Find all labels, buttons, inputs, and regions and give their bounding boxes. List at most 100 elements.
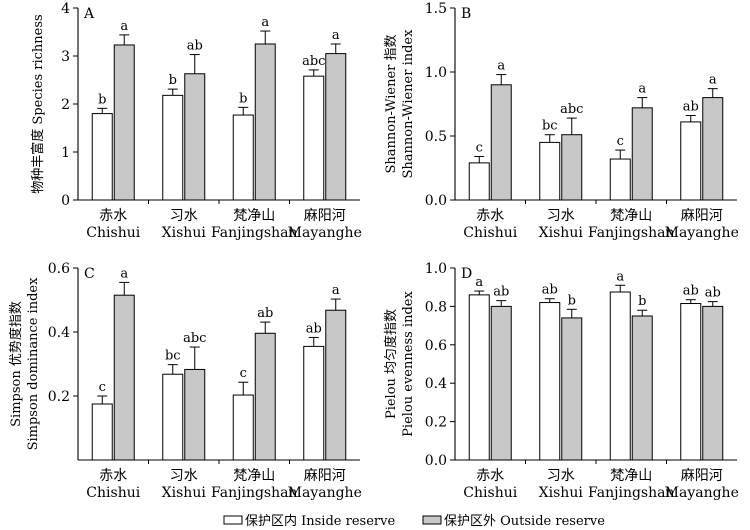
y-tick-label: 1.0 xyxy=(425,65,447,81)
x-category-label-en: Chishui xyxy=(463,485,517,501)
bar-inside-reserve xyxy=(609,291,631,461)
significance-label: b xyxy=(98,92,106,107)
y-tick-label: 3 xyxy=(61,49,70,65)
bar-inside-reserve xyxy=(680,121,702,201)
significance-label: ab xyxy=(542,283,558,298)
panel-letter: A xyxy=(83,6,95,22)
legend-label-outside: 保护区外 Outside reserve xyxy=(444,514,605,529)
significance-label: b xyxy=(239,91,247,106)
bar-inside-reserve xyxy=(609,158,631,201)
chart-panel-c: 0.2 0.4 0.6 C Simpson 优势度指数 Simpson dominance… xyxy=(8,261,362,501)
significance-label: a xyxy=(120,266,128,281)
x-category-label-en: Xishui xyxy=(539,485,584,501)
significance-label: ab xyxy=(493,285,509,300)
bar-inside-reserve xyxy=(91,403,113,461)
bar-inside-reserve xyxy=(162,94,184,201)
panel-letter: B xyxy=(461,6,471,22)
bar-inside-reserve xyxy=(539,302,561,461)
bar-outside-reserve xyxy=(561,134,583,201)
bar-inside-reserve xyxy=(303,75,325,201)
y-tick-label: 0.0 xyxy=(425,193,447,209)
bar-inside-reserve xyxy=(468,162,490,201)
y-tick-label: 0 xyxy=(61,193,70,209)
significance-label: a xyxy=(332,283,340,298)
panel-letter: D xyxy=(461,266,472,282)
x-category-label-cn: 梵净山 xyxy=(233,468,275,484)
y-axis-label: 物种丰富度 Species richness xyxy=(30,14,46,193)
y-tick-label: 0.5 xyxy=(425,129,447,145)
y-axis-label-en: Simpson dominance index xyxy=(26,277,41,450)
bar-outside-reserve xyxy=(113,294,135,461)
bar-inside-reserve xyxy=(232,394,254,461)
significance-label: ab xyxy=(705,286,721,301)
bar-outside-reserve xyxy=(184,73,206,201)
significance-label: c xyxy=(240,366,247,381)
x-category-label-en: Xishui xyxy=(162,225,207,241)
bar-outside-reserve xyxy=(490,305,512,461)
y-tick-label: 0.6 xyxy=(48,261,70,277)
significance-label: a xyxy=(261,15,269,30)
significance-label: b xyxy=(568,293,576,308)
y-axis-label-en: Shannon-Wiener index xyxy=(401,29,416,179)
y-tick-label: 0.2 xyxy=(425,415,447,431)
x-category-label-en: Fanjingshan xyxy=(211,225,298,241)
y-tick-label: 1 xyxy=(61,145,70,161)
significance-label: b xyxy=(638,294,646,309)
bar-inside-reserve xyxy=(468,294,490,461)
bar-outside-reserve xyxy=(702,97,724,201)
x-category-label-cn: 麻阳河 xyxy=(304,208,346,224)
y-axis-label-cn: Shannon-Wiener 指数 xyxy=(384,34,399,173)
x-category-label-en: Chishui xyxy=(86,485,140,501)
chart-panel-d: 0.0 0.2 0.4 0.6 0.8 1.0 D Pielou 均匀度指数 Pielou ev… xyxy=(383,261,739,501)
x-category-label-cn: 赤水 xyxy=(476,208,504,224)
x-category-label-cn: 习水 xyxy=(170,208,198,224)
y-tick-label: 0.8 xyxy=(425,299,447,315)
x-category-label-cn: 麻阳河 xyxy=(681,468,723,484)
bar-outside-reserve xyxy=(113,44,135,201)
legend: 保护区内 Inside reserve 保护区外 Outside reserve xyxy=(223,513,605,529)
panel-letter: C xyxy=(84,266,95,282)
x-category-label-en: Chishui xyxy=(86,225,140,241)
bar-inside-reserve xyxy=(91,113,113,201)
bar-outside-reserve xyxy=(490,84,512,201)
significance-label: c xyxy=(617,134,624,149)
x-category-label-en: Fanjingshan xyxy=(211,485,298,501)
x-category-label-en: Mayanghe xyxy=(288,485,362,501)
y-tick-label: 0.6 xyxy=(425,338,447,354)
bar-outside-reserve xyxy=(254,332,276,461)
x-category-label-en: Mayanghe xyxy=(665,485,739,501)
significance-label: ab xyxy=(187,39,203,54)
y-tick-label: 0.0 xyxy=(425,453,447,469)
chart-panel-b: 0.0 0.5 1.0 1.5 B Shannon-Wiener 指数 Shannon-Wi… xyxy=(384,1,739,241)
x-category-label-cn: 麻阳河 xyxy=(681,208,723,224)
legend-swatch-inside xyxy=(223,515,243,525)
bar-outside-reserve xyxy=(561,317,583,461)
significance-label: a xyxy=(475,275,483,290)
bar-inside-reserve xyxy=(680,303,702,461)
x-category-label-en: Mayanghe xyxy=(665,225,739,241)
significance-label: a xyxy=(120,19,128,34)
bar-inside-reserve xyxy=(539,141,561,201)
y-tick-label: 2 xyxy=(61,97,70,113)
x-category-label-cn: 梵净山 xyxy=(233,208,275,224)
x-category-label-cn: 梵净山 xyxy=(610,208,652,224)
bar-outside-reserve xyxy=(325,53,347,201)
significance-label: a xyxy=(709,73,717,88)
y-tick-label: 0.4 xyxy=(48,325,70,341)
bar-outside-reserve xyxy=(631,107,653,201)
significance-label: ab xyxy=(306,321,322,336)
significance-label: c xyxy=(99,380,106,395)
x-category-label-en: Mayanghe xyxy=(288,225,362,241)
y-axis-label-en: Pielou evenness index xyxy=(401,291,416,437)
x-category-label-cn: 麻阳河 xyxy=(304,468,346,484)
significance-label: a xyxy=(638,82,646,97)
significance-label: ab xyxy=(257,306,273,321)
y-tick-label: 0.4 xyxy=(425,376,447,392)
bar-outside-reserve xyxy=(631,315,653,461)
significance-label: bc xyxy=(542,119,558,134)
legend-label-inside: 保护区内 Inside reserve xyxy=(245,513,395,529)
significance-label: ab xyxy=(683,100,699,115)
significance-label: b xyxy=(169,73,177,88)
